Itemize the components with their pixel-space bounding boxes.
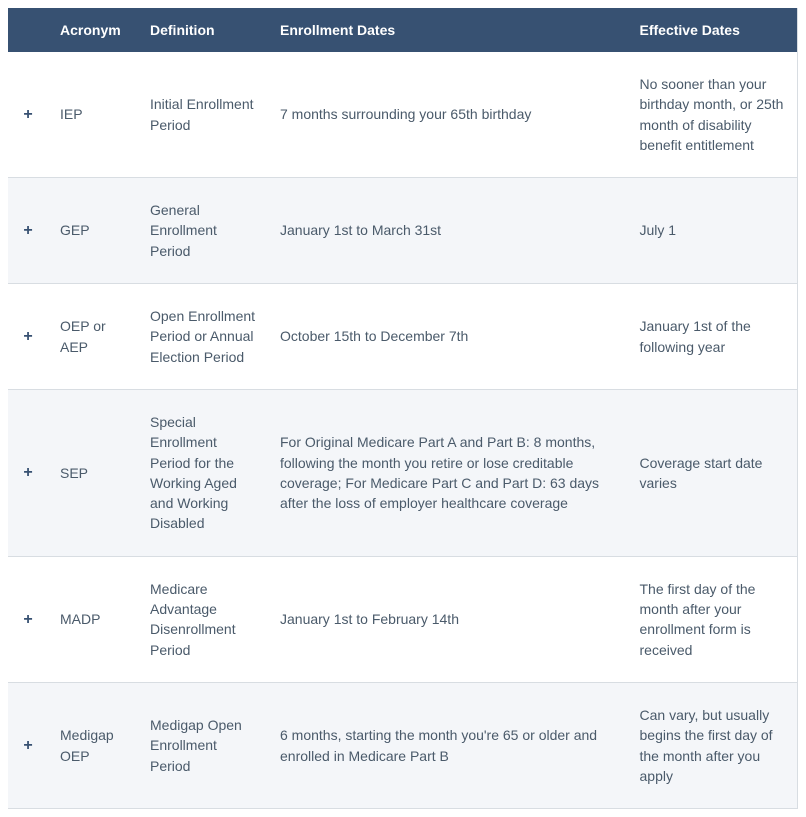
cell-acronym: IEP xyxy=(48,52,138,178)
table-row: + Medigap OEPMedigap Open Enrollment Peri… xyxy=(8,682,798,808)
cell-definition: Initial Enrollment Period xyxy=(138,52,268,178)
table-header-row: Acronym Definition Enrollment Dates Effe… xyxy=(8,8,798,52)
expand-icon[interactable]: + xyxy=(23,608,32,631)
expand-icon[interactable]: + xyxy=(23,219,32,242)
header-definition: Definition xyxy=(138,8,268,52)
cell-definition: Medicare Advantage Disenrollment Period xyxy=(138,556,268,682)
expand-icon[interactable]: + xyxy=(23,103,32,126)
cell-definition: Special Enrollment Period for the Workin… xyxy=(138,389,268,556)
table-row: + MADPMedicare Advantage Disenrollment Pe… xyxy=(8,556,798,682)
cell-enrollment-dates: 6 months, starting the month you're 65 o… xyxy=(268,682,628,808)
cell-acronym: OEP or AEP xyxy=(48,284,138,390)
cell-acronym: Medigap OEP xyxy=(48,682,138,808)
table-row: + IEPInitial Enrollment Period7 months su… xyxy=(8,52,798,178)
cell-definition: Medigap Open Enrollment Period xyxy=(138,682,268,808)
header-acronym: Acronym xyxy=(48,8,138,52)
cell-effective-dates: Can vary, but usually begins the first d… xyxy=(628,682,798,808)
header-effective-dates: Effective Dates xyxy=(628,8,798,52)
cell-enrollment-dates: For Original Medicare Part A and Part B:… xyxy=(268,389,628,556)
table-row: + SEPSpecial Enrollment Period for the Wo… xyxy=(8,389,798,556)
cell-acronym: SEP xyxy=(48,389,138,556)
cell-effective-dates: January 1st of the following year xyxy=(628,284,798,390)
expand-cell: + xyxy=(8,284,48,390)
table-row: + OEP or AEPOpen Enrollment Period or Ann… xyxy=(8,284,798,390)
expand-cell: + xyxy=(8,556,48,682)
header-enrollment-dates: Enrollment Dates xyxy=(268,8,628,52)
expand-cell: + xyxy=(8,682,48,808)
expand-cell: + xyxy=(8,52,48,178)
cell-enrollment-dates: January 1st to March 31st xyxy=(268,178,628,284)
expand-cell: + xyxy=(8,389,48,556)
cell-effective-dates: Coverage start date varies xyxy=(628,389,798,556)
table-row: + GEPGeneral Enrollment PeriodJanuary 1st… xyxy=(8,178,798,284)
expand-cell: + xyxy=(8,178,48,284)
expand-icon[interactable]: + xyxy=(23,461,32,484)
cell-effective-dates: The first day of the month after your en… xyxy=(628,556,798,682)
cell-acronym: MADP xyxy=(48,556,138,682)
expand-icon[interactable]: + xyxy=(23,734,32,757)
cell-effective-dates: No sooner than your birthday month, or 2… xyxy=(628,52,798,178)
header-expand xyxy=(8,8,48,52)
cell-definition: General Enrollment Period xyxy=(138,178,268,284)
cell-enrollment-dates: 7 months surrounding your 65th birthday xyxy=(268,52,628,178)
cell-effective-dates: July 1 xyxy=(628,178,798,284)
cell-definition: Open Enrollment Period or Annual Electio… xyxy=(138,284,268,390)
expand-icon[interactable]: + xyxy=(23,325,32,348)
cell-enrollment-dates: October 15th to December 7th xyxy=(268,284,628,390)
cell-acronym: GEP xyxy=(48,178,138,284)
cell-enrollment-dates: January 1st to February 14th xyxy=(268,556,628,682)
enrollment-periods-table: Acronym Definition Enrollment Dates Effe… xyxy=(8,8,798,809)
